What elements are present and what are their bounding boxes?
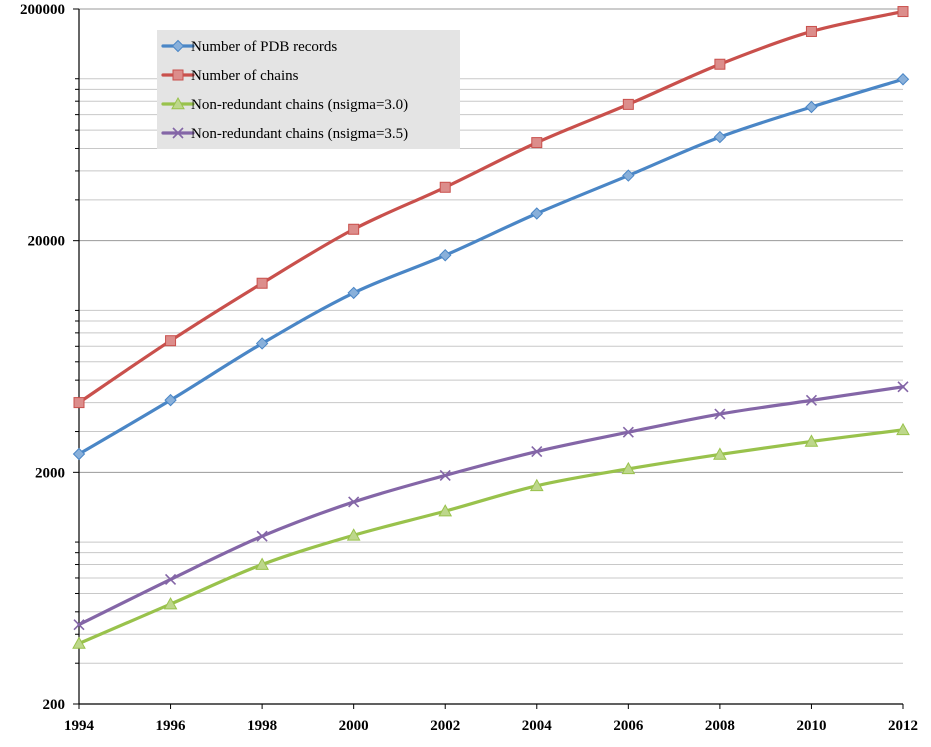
data-point — [805, 25, 817, 37]
data-point — [439, 249, 452, 262]
data-point — [714, 408, 726, 420]
data-point — [622, 98, 634, 110]
series-lines — [72, 6, 910, 649]
data-point — [622, 169, 635, 182]
data-point — [713, 130, 727, 144]
data-point — [164, 573, 177, 585]
series-line — [77, 428, 905, 646]
x-tick-label: 2002 — [430, 718, 460, 734]
data-point — [622, 426, 634, 438]
data-point — [255, 557, 269, 570]
data-point — [531, 137, 543, 149]
data-point — [439, 469, 451, 481]
x-tick-label: 1996 — [156, 718, 187, 734]
x-tick-label: 1998 — [247, 718, 277, 734]
x-tick-label: 1994 — [64, 718, 95, 734]
data-point — [165, 335, 177, 347]
data-point — [714, 58, 726, 70]
data-point — [531, 445, 543, 458]
y-tick-label: 2000 — [35, 465, 65, 481]
series-3 — [72, 422, 910, 649]
data-point — [164, 393, 177, 407]
data-point — [804, 434, 819, 447]
data-point — [529, 478, 544, 492]
series-line — [77, 385, 905, 627]
data-point — [348, 496, 360, 508]
data-point — [439, 181, 451, 193]
data-point — [348, 223, 360, 235]
x-tick-label: 2004 — [522, 718, 553, 734]
data-point — [73, 397, 85, 409]
series-line — [77, 77, 905, 456]
data-point — [896, 73, 910, 86]
series-1 — [72, 73, 910, 461]
data-point — [713, 447, 727, 460]
data-point — [530, 207, 543, 220]
series-2 — [73, 6, 909, 409]
legend-marker — [172, 69, 184, 81]
legend-marker — [171, 96, 185, 110]
data-point — [163, 597, 178, 610]
series-line — [77, 9, 905, 405]
data-point — [256, 530, 268, 542]
legend-marker — [171, 39, 185, 53]
legend-box — [157, 30, 460, 149]
data-point — [621, 461, 636, 475]
x-tick-label: 2000 — [339, 718, 369, 734]
legend-label: Number of PDB records — [191, 39, 337, 55]
legend: Number of PDB records Number of chains Non… — [157, 30, 460, 149]
data-point — [805, 394, 818, 406]
legend-label: Number of chains — [191, 68, 299, 84]
legend-marker — [172, 127, 184, 139]
y-tick-label: 200 — [43, 697, 66, 713]
series-4 — [73, 381, 909, 631]
data-point — [897, 6, 909, 18]
data-point — [805, 100, 818, 114]
grid-lines — [79, 8, 903, 664]
data-point — [897, 381, 909, 393]
x-tick-label: 2006 — [613, 718, 644, 734]
x-tick-label: 2008 — [705, 718, 735, 734]
data-point — [72, 636, 86, 649]
data-point — [73, 619, 85, 631]
data-point — [255, 337, 269, 350]
legend-label: Non-redundant chains (nsigma=3.5) — [191, 126, 408, 142]
x-tick-label: 2012 — [888, 718, 918, 734]
data-point — [346, 528, 361, 541]
axes — [73, 8, 904, 709]
legend-label: Non-redundant chains (nsigma=3.0) — [191, 97, 408, 113]
x-tick-label: 2010 — [796, 718, 826, 734]
data-point — [72, 447, 86, 461]
data-point — [347, 286, 360, 300]
y-tick-label: 20000 — [28, 234, 66, 250]
y-tick-label: 200000 — [20, 2, 65, 18]
tick-labels: 200 2000 20000 200000 1994 1996 1998 2000 2002 20… — [20, 2, 918, 734]
data-point — [256, 277, 268, 289]
data-point — [438, 504, 453, 517]
data-point — [896, 422, 910, 436]
